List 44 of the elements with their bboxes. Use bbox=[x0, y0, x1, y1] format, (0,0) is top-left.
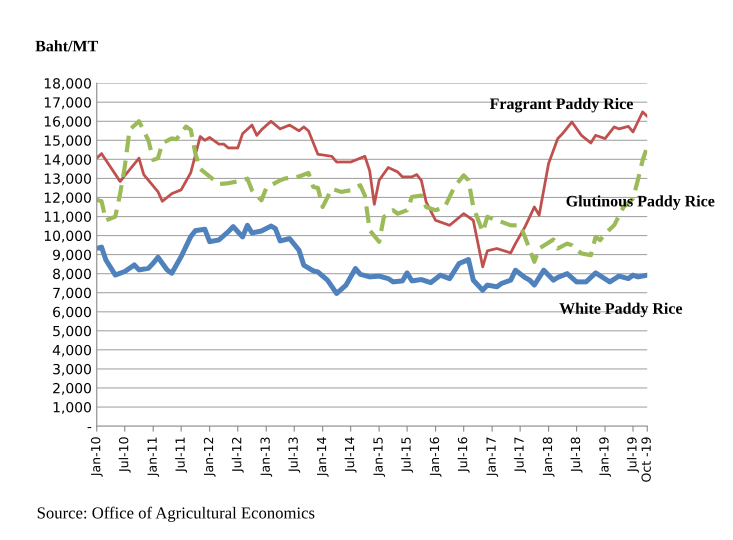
y-tick-label: 14,000 bbox=[44, 154, 91, 166]
x-tick-label: Jul-16 bbox=[458, 437, 470, 473]
x-tick-label: Jul-12 bbox=[232, 438, 244, 473]
y-tick-label: 16,000 bbox=[44, 116, 91, 128]
y-tick-label: 2,000 bbox=[53, 382, 91, 395]
x-tick-label: Jan-18 bbox=[542, 437, 555, 477]
x-tick-label: Jan-12 bbox=[204, 438, 216, 477]
x-tick-label: Jul-11 bbox=[175, 438, 188, 473]
y-tick-label: 5,000 bbox=[53, 326, 91, 338]
y-tick-label: 9,000 bbox=[53, 250, 91, 262]
source-note: Source: Office of Agricultural Economics bbox=[38, 506, 314, 522]
y-tick-label: 6,000 bbox=[53, 306, 91, 319]
y-tick-label: 12,000 bbox=[44, 192, 91, 204]
x-tick-label: Jul-15 bbox=[401, 438, 414, 473]
y-tick-label: 8,000 bbox=[53, 268, 91, 281]
x-tick-label: Jan-17 bbox=[486, 438, 498, 477]
y-tick-label: 15,000 bbox=[44, 135, 91, 148]
y-tick-label: - bbox=[88, 426, 92, 428]
x-tick-label: Jan-16 bbox=[430, 437, 442, 477]
y-tick-label: 11,000 bbox=[44, 211, 91, 224]
y-tick-label: 18,000 bbox=[44, 78, 91, 90]
series-label: White Paddy Rice bbox=[559, 302, 682, 318]
x-tick-label: Jan-10 bbox=[90, 437, 103, 477]
y-tick-label: 17,000 bbox=[44, 97, 91, 110]
x-tick-label: Jul-13 bbox=[288, 437, 300, 473]
x-tick-label: Jan-19 bbox=[599, 437, 611, 477]
series-label: Fragrant Paddy Rice bbox=[490, 98, 633, 112]
x-tick-label: Oct -19 bbox=[641, 437, 651, 482]
y-tick-label: 1,000 bbox=[54, 402, 91, 414]
y-tick-label: 10,000 bbox=[44, 230, 91, 242]
x-tick-label: Jan-13 bbox=[260, 437, 272, 477]
y-tick-label: 3,000 bbox=[53, 364, 91, 376]
y-tick-label: 4,000 bbox=[52, 344, 91, 357]
x-tick-label: Jul-14 bbox=[344, 437, 357, 473]
x-tick-label: Jan-11 bbox=[148, 438, 160, 477]
x-tick-label: Jan-15 bbox=[373, 438, 386, 477]
y-tick-label: 13,000 bbox=[44, 173, 91, 186]
x-tick-label: Jul-19 bbox=[626, 437, 639, 473]
y-tick-label: 7,000 bbox=[53, 288, 91, 300]
x-tick-label: Jul-17 bbox=[514, 438, 526, 473]
y-axis-title: Baht/MT bbox=[35, 40, 98, 52]
x-tick-label: Jul-10 bbox=[118, 437, 131, 473]
x-tick-label: Jul-18 bbox=[570, 437, 583, 473]
x-tick-label: Jan-14 bbox=[317, 437, 329, 477]
